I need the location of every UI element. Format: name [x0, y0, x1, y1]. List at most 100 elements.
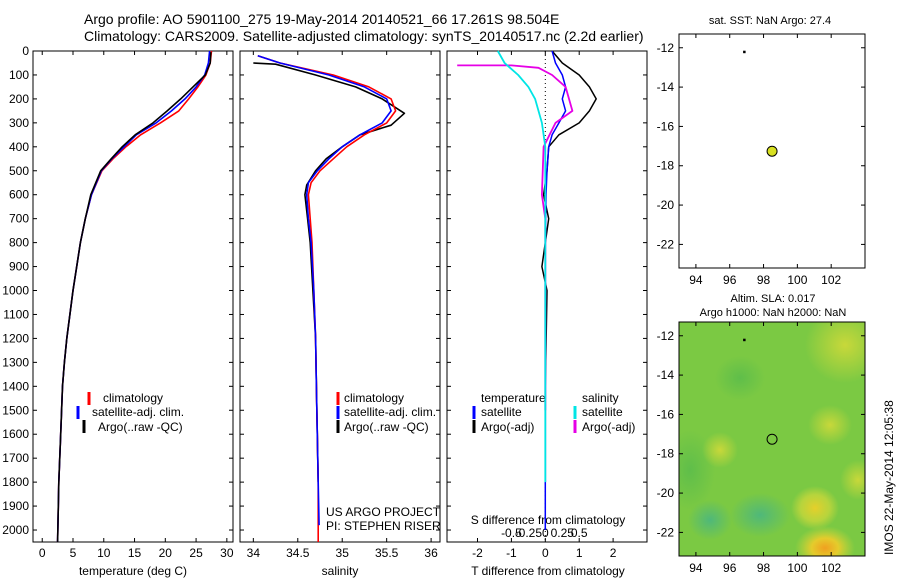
lat-tick-label: -20	[657, 198, 675, 212]
legend-label: climatology	[344, 391, 404, 405]
argo-float-marker	[766, 145, 778, 157]
depth-tick-label: 1600	[2, 427, 29, 441]
legend-label: satellite	[582, 405, 623, 419]
lat-tick-label: -14	[657, 368, 675, 382]
depth-tick-label: 1200	[2, 331, 29, 345]
salinity-xlabel: salinity	[322, 564, 359, 578]
depth-tick-label: 600	[9, 188, 29, 202]
series-line-climatology	[56, 50, 213, 543]
side-caption: IMOS 22-May-2014 12:05:38	[882, 400, 896, 555]
depth-tick-label: 1900	[2, 499, 29, 513]
lat-tick-label: -12	[657, 41, 675, 55]
legend-label: satellite	[481, 405, 522, 419]
header-line2: Climatology: CARS2009. Satellite-adjuste…	[84, 28, 644, 44]
legend-title-temperature: temperature	[481, 391, 546, 405]
x-tick-label: 15	[128, 546, 142, 560]
sst-map-title: sat. SST: NaN Argo: 27.4	[709, 15, 831, 27]
x-tick-label: 36	[424, 546, 438, 560]
salinity-legend: climatology satellite-adj. clim. Argo(..…	[336, 391, 436, 434]
x-tick-label: 35	[336, 546, 350, 560]
depth-tick-label: 400	[9, 140, 29, 154]
difference-panel: T difference from climatology S differen…	[446, 50, 648, 578]
series-line-sal-satellite	[497, 50, 547, 483]
temperature-xlabel: temperature (deg C)	[79, 564, 187, 578]
legend-label: Argo(-adj)	[582, 420, 635, 434]
legend-label: climatology	[103, 391, 163, 405]
legend-label: Argo(-adj)	[481, 420, 534, 434]
legend-label: Argo(..raw -QC)	[98, 420, 183, 434]
series-line-climatology	[257, 55, 397, 542]
s-tick-label: 0.25	[551, 526, 575, 540]
x-tick-label: 2	[610, 546, 617, 560]
depth-tick-label: 900	[9, 260, 29, 274]
lon-tick-label: 102	[821, 273, 841, 287]
island-marker	[743, 50, 746, 54]
temperature-panel: temperature (deg C)	[32, 50, 234, 578]
lat-tick-label: -12	[657, 329, 675, 343]
lat-tick-label: -16	[657, 407, 675, 421]
x-tick-label: -1	[506, 546, 517, 560]
lon-tick-label: 100	[787, 273, 807, 287]
depth-tick-label: 200	[9, 92, 29, 106]
s-tick-label: -0.25	[515, 526, 543, 540]
depth-tick-label: 800	[9, 236, 29, 250]
altim-map-title1: Altim. SLA: 0.017	[731, 293, 816, 305]
depth-tick-label: 1500	[2, 403, 29, 417]
depth-tick-label: 1000	[2, 284, 29, 298]
salinity-panel: salinity US ARGO PROJECT PI: STEPHEN RIS…	[239, 50, 441, 578]
depth-tick-label: 0	[22, 44, 29, 58]
series-line-sal-argo	[457, 64, 574, 411]
depth-tick-label: 1300	[2, 355, 29, 369]
x-tick-label: 34	[247, 546, 261, 560]
difference-axes-frame	[446, 50, 648, 543]
credit-line2: PI: STEPHEN RISER	[326, 519, 441, 533]
lat-tick-label: -22	[657, 237, 675, 251]
x-tick-label: 0	[542, 546, 549, 560]
temperature-axes-frame	[32, 50, 234, 543]
series-line-satellite-adj	[56, 50, 211, 543]
depth-tick-label: 1100	[3, 307, 29, 321]
difference-legend: temperature salinity satellite Argo(-adj…	[472, 391, 635, 434]
depth-tick-label: 100	[9, 68, 29, 82]
lat-tick-label: -18	[657, 159, 675, 173]
lat-tick-label: -20	[657, 486, 675, 500]
lon-tick-label: 98	[757, 561, 771, 575]
x-tick-label: -2	[472, 546, 483, 560]
lon-tick-label: 96	[723, 273, 737, 287]
depth-tick-label: 2000	[2, 523, 29, 537]
depth-tick-label: 300	[9, 116, 29, 130]
series-line-argo	[56, 52, 212, 543]
argo-float-marker	[766, 433, 778, 445]
x-tick-label: 0	[39, 546, 46, 560]
depth-tick-label: 1800	[2, 475, 29, 489]
lat-tick-label: -22	[657, 525, 675, 539]
depth-tick-label: 1700	[2, 451, 29, 465]
credit-line1: US ARGO PROJECT	[326, 505, 441, 519]
sla-heatmap	[679, 322, 865, 556]
x-tick-label: 10	[97, 546, 111, 560]
x-tick-label: 34.5	[286, 546, 310, 560]
difference-top-label: S difference from climatology	[471, 513, 626, 527]
altimetry-map: Altim. SLA: 0.017 Argo h1000: NaN h2000:…	[678, 293, 866, 557]
difference-xlabel: T difference from climatology	[471, 564, 625, 578]
lat-tick-label: -18	[657, 447, 675, 461]
s-tick-label: -0.5	[501, 526, 522, 540]
lat-tick-label: -16	[657, 119, 675, 133]
lon-tick-label: 98	[757, 273, 771, 287]
x-tick-label: 25	[189, 546, 203, 560]
lon-tick-label: 100	[787, 561, 807, 575]
legend-label: satellite-adj. clim.	[344, 405, 436, 419]
legend-label: satellite-adj. clim.	[92, 405, 184, 419]
lat-tick-label: -14	[657, 80, 675, 94]
lon-tick-label: 102	[821, 561, 841, 575]
altim-map-title2: Argo h1000: NaN h2000: NaN	[700, 307, 847, 319]
lon-tick-label: 94	[689, 273, 703, 287]
x-tick-label: 30	[220, 546, 234, 560]
depth-tick-label: 500	[9, 164, 29, 178]
x-tick-label: 1	[576, 546, 583, 560]
lon-tick-label: 96	[723, 561, 737, 575]
x-tick-label: 5	[70, 546, 77, 560]
s-tick-label: 0.5	[571, 526, 588, 540]
salinity-axes-frame	[239, 50, 441, 543]
